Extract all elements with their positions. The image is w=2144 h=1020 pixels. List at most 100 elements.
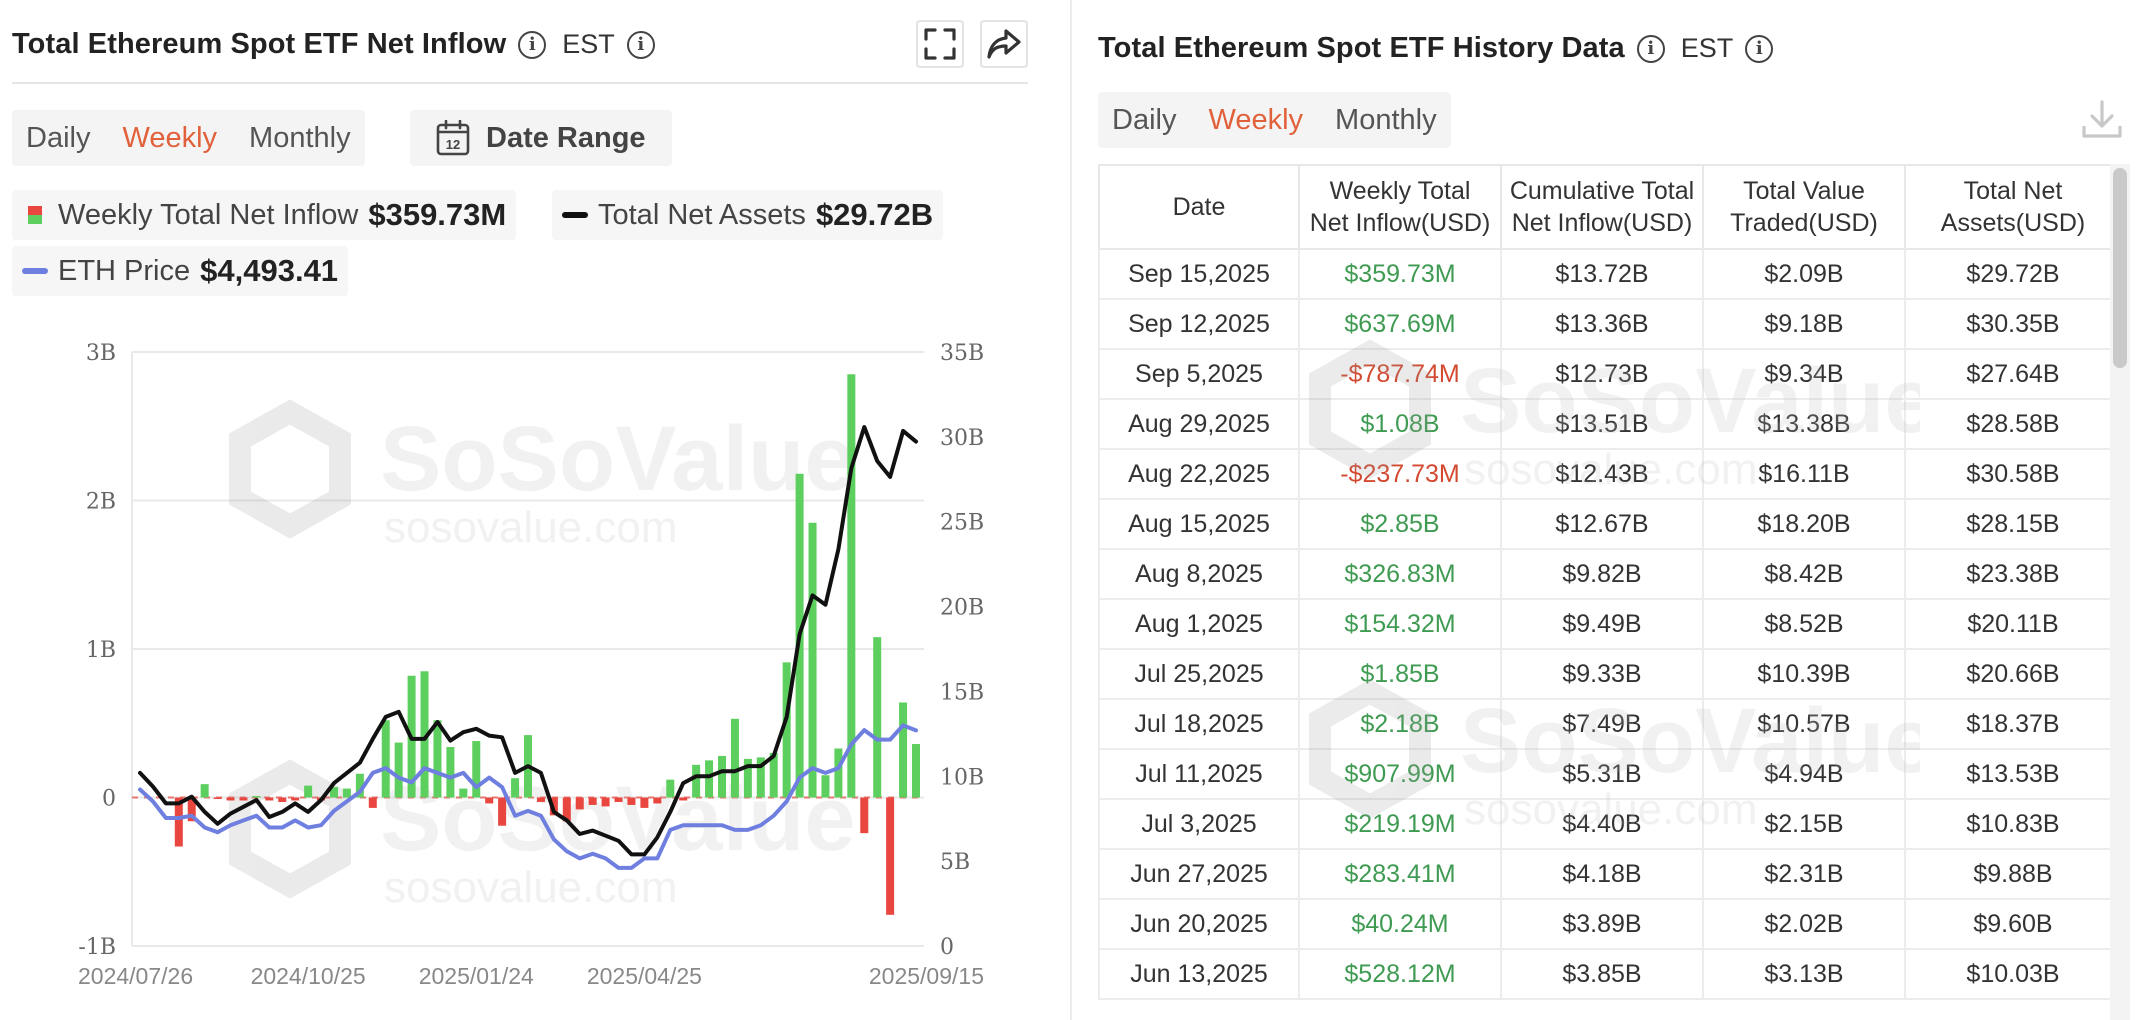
column-header-text: Total Value — [1743, 177, 1865, 205]
fullscreen-button[interactable] — [916, 20, 964, 68]
inflow-bar[interactable] — [666, 779, 675, 798]
inflow-bar[interactable] — [330, 787, 338, 798]
table-row[interactable]: Jul 3,2025 $219.19M $4.40B $2.15B $10.83B — [1098, 798, 2120, 850]
table-row[interactable]: Aug 8,2025 $326.83M $9.82B $8.42B $23.38B — [1098, 548, 2120, 600]
inflow-bar[interactable] — [265, 797, 274, 801]
info-icon[interactable]: i — [518, 30, 547, 59]
inflow-bar[interactable] — [821, 775, 830, 798]
inflow-bar[interactable] — [705, 760, 714, 798]
inflow-bar[interactable] — [575, 797, 584, 810]
table-row[interactable]: Jun 20,2025 $40.24M $3.89B $2.02B $9.60B — [1098, 898, 2120, 950]
inflow-bar[interactable] — [614, 797, 623, 802]
inflow-bar[interactable] — [899, 702, 908, 798]
table-row[interactable]: Sep 12,2025 $637.69M $13.36B $9.18B $30.35B — [1098, 298, 2120, 350]
tab-daily[interactable]: Daily — [26, 121, 91, 154]
table-row[interactable]: Jun 27,2025 $283.41M $4.18B $2.31B $9.88B — [1098, 848, 2120, 900]
history-tab-weekly[interactable]: Weekly — [1208, 103, 1304, 136]
column-header: Total Value Traded(USD) — [1702, 164, 1906, 250]
inflow-bar[interactable] — [355, 773, 364, 798]
inflow-bar[interactable] — [886, 797, 895, 915]
date-cell: Aug 1,2025 — [1098, 598, 1300, 650]
legend-eth[interactable]: ETH Price $4,493.41 — [12, 246, 349, 296]
column-header-text: Net Inflow(USD) — [1511, 209, 1693, 237]
inflow-bar[interactable] — [756, 757, 765, 798]
inflow-bar[interactable] — [291, 797, 300, 801]
table-row[interactable]: Jul 11,2025 $907.99M $5.31B $4.94B $13.53B — [1098, 748, 2120, 800]
history-timezone-info-icon[interactable]: i — [1745, 34, 1774, 63]
inflow-bar[interactable] — [368, 797, 377, 808]
inflow-bar[interactable] — [912, 744, 920, 798]
table-row[interactable]: Sep 15,2025 $359.73M $13.72B $2.09B $29.72B — [1098, 248, 2120, 300]
inflow-bar[interactable] — [860, 797, 869, 834]
legend-assets[interactable]: Total Net Assets $29.72B — [552, 190, 944, 240]
inflow-bar[interactable] — [743, 758, 752, 798]
inflow-bar[interactable] — [446, 747, 455, 798]
table-row[interactable]: Jul 25,2025 $1.85B $9.33B $10.39B $20.66B — [1098, 648, 2120, 700]
date-cell: Jul 3,2025 — [1098, 798, 1300, 850]
table-row[interactable]: Aug 29,2025 $1.08B $13.51B $13.38B $28.58B — [1098, 398, 2120, 450]
inflow-bar[interactable] — [808, 522, 817, 798]
inflow-bar[interactable] — [459, 788, 468, 798]
inflow-bar[interactable] — [472, 741, 481, 798]
inflow-bar[interactable] — [511, 778, 520, 798]
value-cell: -$237.73M — [1298, 448, 1502, 500]
inflow-bar[interactable] — [640, 797, 649, 808]
inflow-bar[interactable] — [342, 788, 351, 798]
inflow-bar[interactable] — [601, 797, 610, 807]
history-info-icon[interactable]: i — [1636, 34, 1665, 63]
inflow-bar[interactable] — [420, 671, 429, 798]
column-header: Weekly Total Net Inflow(USD) — [1298, 164, 1502, 250]
eth-price-line[interactable] — [138, 723, 918, 870]
history-tab-monthly[interactable]: Monthly — [1335, 103, 1437, 136]
share-button[interactable] — [980, 20, 1028, 68]
timezone-info-icon[interactable]: i — [626, 30, 655, 59]
tab-monthly[interactable]: Monthly — [249, 121, 351, 154]
inflow-bar[interactable] — [679, 797, 688, 801]
inflow-bar[interactable] — [394, 742, 403, 798]
table-row[interactable]: Jul 18,2025 $2.18B $7.49B $10.57B $18.37B — [1098, 698, 2120, 750]
inflow-bar[interactable] — [304, 785, 313, 798]
inflow-bar[interactable] — [627, 797, 636, 805]
download-icon[interactable] — [2080, 98, 2124, 142]
table-row[interactable]: Aug 22,2025 -$237.73M $12.43B $16.11B $30.58… — [1098, 448, 2120, 500]
inflow-bar[interactable] — [562, 797, 571, 822]
inflow-bar[interactable] — [239, 797, 248, 801]
inflow-bar[interactable] — [730, 718, 739, 798]
inflow-bar[interactable] — [873, 637, 882, 798]
inflow-bar[interactable] — [485, 797, 494, 804]
inflow-bar[interactable] — [718, 755, 726, 798]
inflow-bar[interactable] — [278, 797, 287, 802]
inflow-bar[interactable] — [187, 797, 196, 822]
inflow-bar[interactable] — [252, 796, 261, 798]
legend-inflow[interactable]: Weekly Total Net Inflow $359.73M — [12, 190, 517, 240]
value-cell: $9.34B — [1702, 348, 1906, 400]
date-range-button[interactable]: 12 Date Range — [410, 110, 672, 166]
table-row[interactable]: Aug 1,2025 $154.32M $9.49B $8.52B $20.11B — [1098, 598, 2120, 650]
inflow-bar[interactable] — [213, 797, 222, 799]
calendar-day: 12 — [446, 137, 460, 152]
table-row[interactable]: Aug 15,2025 $2.85B $12.67B $18.20B $28.15B — [1098, 498, 2120, 550]
value-cell: $2.18B — [1298, 698, 1502, 750]
inflow-bar[interactable] — [653, 797, 662, 804]
inflow-bar[interactable] — [536, 797, 545, 802]
inflow-bar[interactable] — [174, 797, 183, 847]
inflow-bar[interactable] — [769, 752, 778, 798]
inflow-bar[interactable] — [433, 720, 442, 798]
table-row[interactable]: Jun 13,2025 $528.12M $3.85B $3.13B $10.03B — [1098, 948, 2120, 1000]
inflow-bar[interactable] — [588, 797, 597, 805]
inflow-bar[interactable] — [498, 797, 507, 826]
total-net-assets-line[interactable] — [138, 425, 918, 857]
inflow-bar[interactable] — [200, 784, 209, 798]
inflow-bar[interactable] — [782, 662, 791, 798]
inflow-bar[interactable] — [847, 374, 856, 798]
inflow-bar[interactable] — [692, 764, 701, 798]
inflow-bar[interactable] — [226, 797, 235, 801]
tab-weekly[interactable]: Weekly — [122, 121, 218, 154]
right-axis-tick: 30B — [940, 426, 984, 451]
table-row[interactable]: Sep 5,2025 -$787.74M $12.73B $9.34B $27.64B — [1098, 348, 2120, 400]
history-tab-daily[interactable]: Daily — [1112, 103, 1177, 136]
table-scrollbar-thumb[interactable] — [2113, 168, 2127, 368]
table-scrollbar[interactable] — [2110, 164, 2130, 1020]
inflow-bar[interactable] — [834, 748, 843, 798]
inflow-bar[interactable] — [381, 720, 390, 798]
